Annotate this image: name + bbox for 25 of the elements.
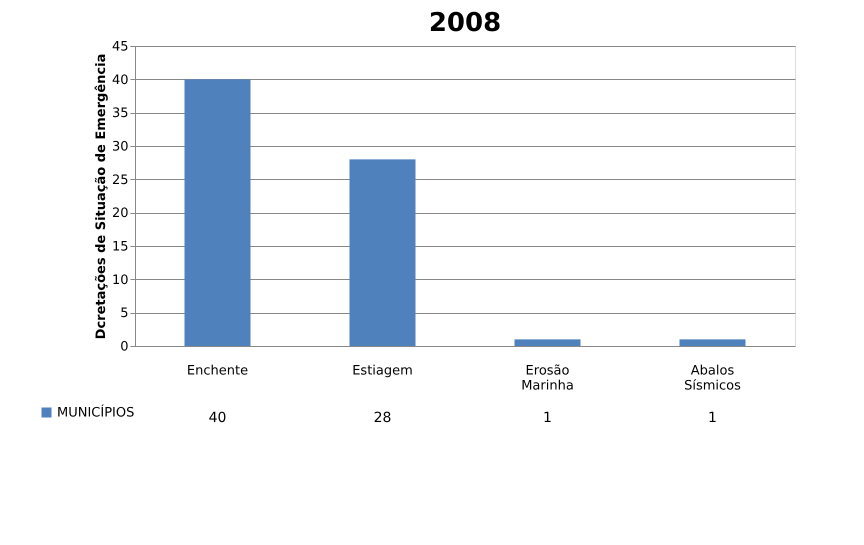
bar [350, 159, 416, 346]
y-tick-label: 30 [112, 140, 128, 154]
y-axis-title: Dcretações de Situação de Emergência [94, 54, 109, 340]
data-label: 1 [543, 410, 552, 426]
y-tick-label: 5 [120, 306, 128, 322]
data-label: 28 [374, 410, 392, 426]
data-label: 1 [708, 410, 717, 426]
legend-label: MUNICÍPIOS [57, 404, 134, 420]
bar [184, 79, 250, 346]
y-tick-label: 20 [112, 206, 128, 222]
y-tick-label: 45 [112, 40, 128, 54]
y-tick-label: 40 [112, 72, 128, 88]
y-tick-label: 10 [112, 272, 128, 288]
bar [514, 339, 580, 346]
x-tick-label: Erosão Marinha [521, 364, 574, 394]
y-tick-label: 35 [112, 106, 128, 122]
x-tick-label: Estiagem [352, 364, 413, 378]
bar [680, 339, 746, 346]
x-tick-label: Enchente [186, 364, 248, 378]
y-tick-label: 15 [112, 240, 128, 254]
data-label: 40 [208, 410, 226, 426]
x-tick-label: Abalos Sísmicos [684, 364, 742, 394]
y-tick-label: 25 [112, 172, 128, 188]
y-tick-label: 0 [120, 340, 128, 354]
chart-title: 2008 [428, 8, 502, 38]
